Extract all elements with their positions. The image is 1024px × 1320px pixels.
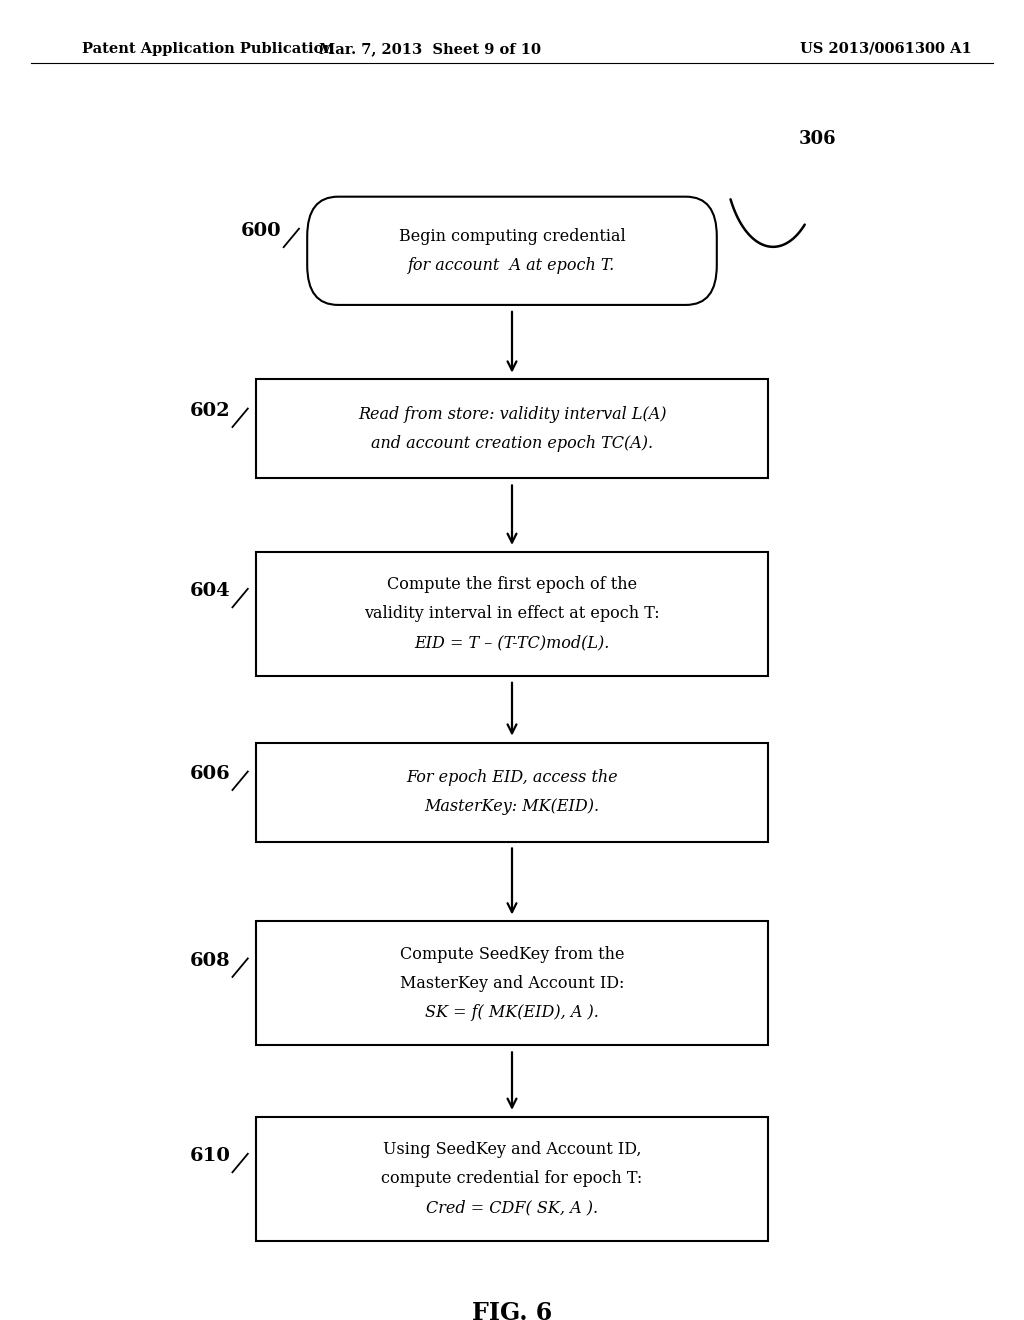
Text: FIG. 6: FIG. 6 (472, 1302, 552, 1320)
Text: 608: 608 (189, 952, 230, 970)
Text: Begin computing credential: Begin computing credential (398, 228, 626, 244)
Bar (256, 921, 768, 1045)
Text: For epoch EID, access the: For epoch EID, access the (407, 770, 617, 785)
Text: 600: 600 (241, 222, 282, 240)
Text: validity interval in effect at epoch T:: validity interval in effect at epoch T: (365, 606, 659, 622)
Text: for account  A at epoch T.: for account A at epoch T. (409, 257, 615, 273)
Text: and account creation epoch TC(A).: and account creation epoch TC(A). (371, 436, 653, 451)
Text: MasterKey and Account ID:: MasterKey and Account ID: (399, 975, 625, 991)
Text: Mar. 7, 2013  Sheet 9 of 10: Mar. 7, 2013 Sheet 9 of 10 (319, 42, 541, 55)
Text: Using SeedKey and Account ID,: Using SeedKey and Account ID, (383, 1142, 641, 1158)
Text: EID = T – (T-TC)mod(L).: EID = T – (T-TC)mod(L). (415, 635, 609, 651)
Text: SK = f( MK(EID), A ).: SK = f( MK(EID), A ). (425, 1005, 599, 1020)
Text: compute credential for epoch T:: compute credential for epoch T: (381, 1171, 643, 1187)
Text: Compute the first epoch of the: Compute the first epoch of the (387, 577, 637, 593)
Text: Compute SeedKey from the: Compute SeedKey from the (399, 946, 625, 962)
Bar (256, 1117, 768, 1241)
Text: Cred = CDF( SK, A ).: Cred = CDF( SK, A ). (426, 1200, 598, 1216)
Text: 306: 306 (799, 129, 837, 148)
Text: MasterKey: MK(EID).: MasterKey: MK(EID). (424, 799, 600, 814)
Text: 604: 604 (189, 582, 230, 601)
Bar (256, 742, 768, 842)
Text: 606: 606 (189, 766, 230, 783)
Bar (256, 380, 768, 478)
FancyBboxPatch shape (307, 197, 717, 305)
Text: Read from store: validity interval L(A): Read from store: validity interval L(A) (357, 407, 667, 422)
Text: 610: 610 (189, 1147, 230, 1166)
Text: US 2013/0061300 A1: US 2013/0061300 A1 (800, 42, 972, 55)
Text: 602: 602 (189, 403, 230, 420)
Bar (256, 552, 768, 676)
Text: Patent Application Publication: Patent Application Publication (82, 42, 334, 55)
